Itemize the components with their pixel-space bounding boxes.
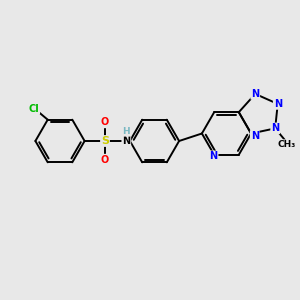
Text: N: N [271, 123, 279, 134]
Text: N: N [250, 131, 259, 141]
Text: N: N [209, 151, 218, 161]
Text: S: S [101, 136, 109, 146]
Text: H: H [122, 127, 130, 136]
Text: N: N [274, 99, 282, 109]
Text: Cl: Cl [28, 103, 39, 114]
Text: CH₃: CH₃ [277, 140, 296, 149]
Text: N: N [122, 136, 130, 146]
Text: N: N [251, 89, 259, 99]
Text: O: O [101, 117, 109, 128]
Text: O: O [101, 154, 109, 165]
